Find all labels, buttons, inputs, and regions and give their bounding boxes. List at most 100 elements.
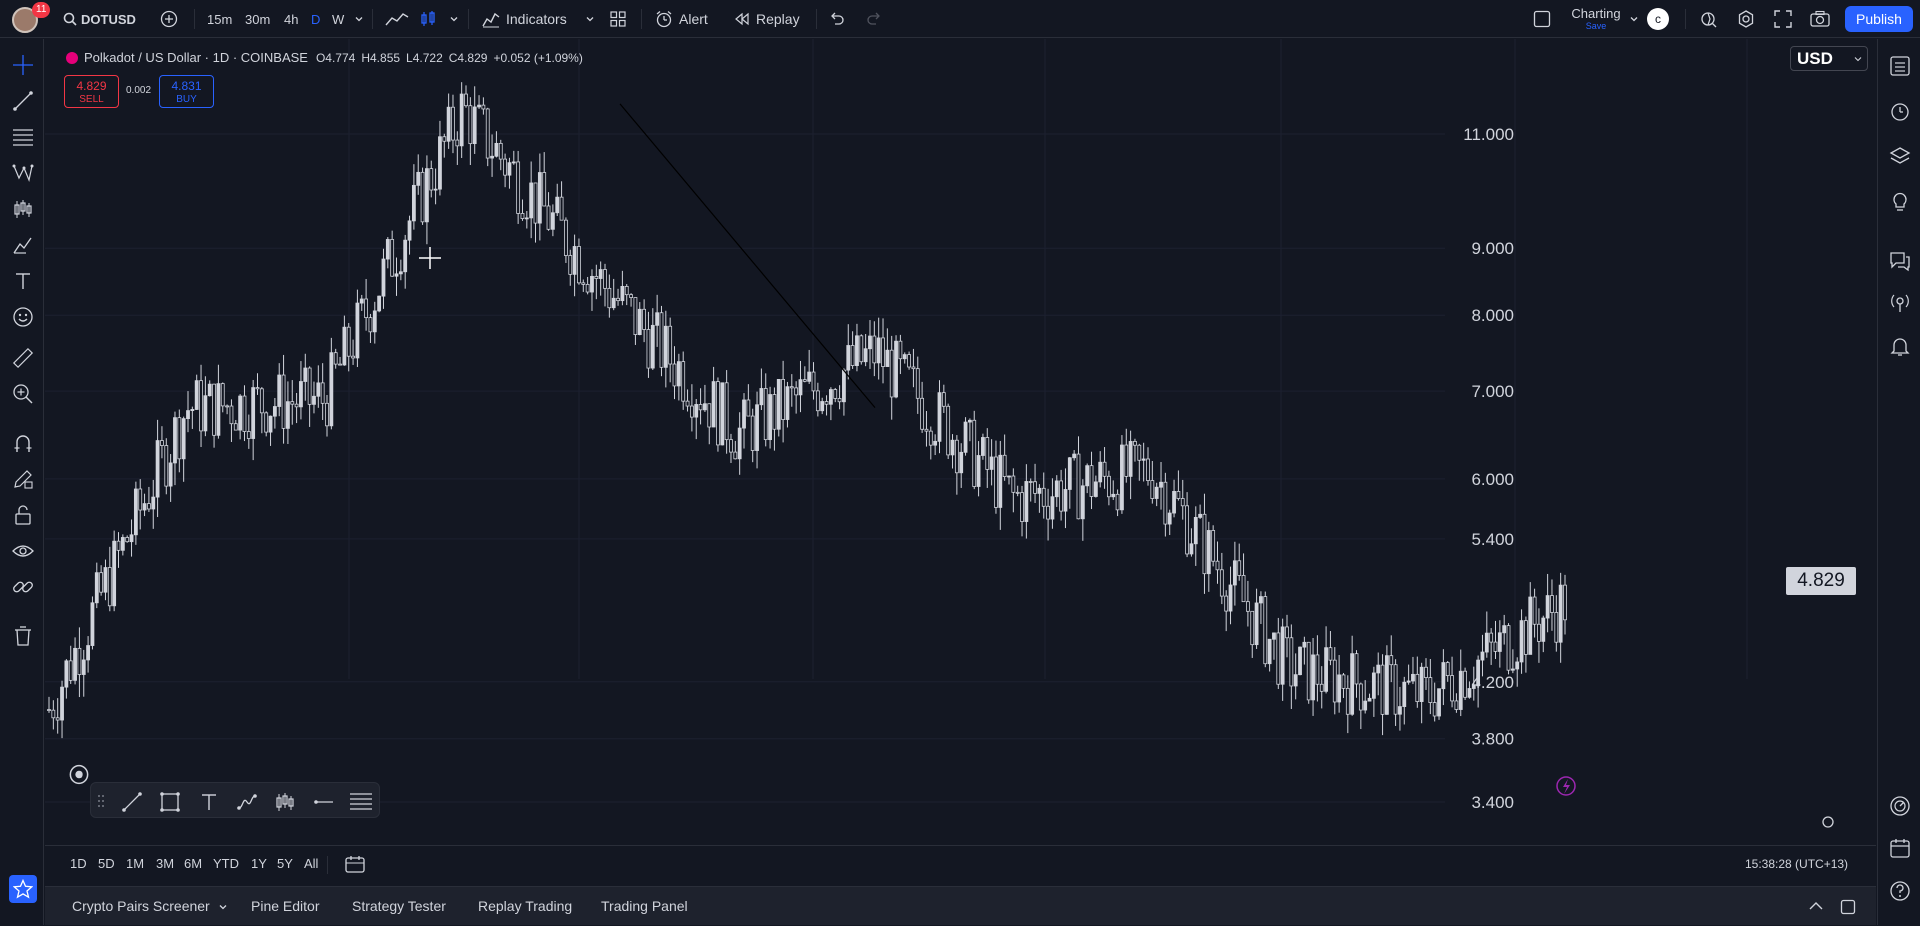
data-window-button[interactable]	[1886, 792, 1914, 820]
alert-button[interactable]: Alert	[655, 0, 708, 38]
tab-crypto-pairs-screener[interactable]: Crypto Pairs Screener	[72, 898, 210, 914]
calendar-icon	[1890, 839, 1910, 858]
lock-drawings-tool[interactable]	[10, 502, 36, 528]
zoom-in-tool[interactable]	[10, 381, 36, 407]
indicators-button[interactable]: Indicators	[482, 0, 567, 38]
candle-body	[1541, 617, 1546, 642]
range-6m[interactable]: 6M	[184, 856, 203, 871]
collapse-panel-icon[interactable]	[1808, 900, 1824, 912]
line-chart-button[interactable]	[385, 0, 409, 38]
layout-name-button[interactable]: Charting Save	[1566, 0, 1626, 38]
measure-tool[interactable]	[10, 345, 36, 371]
candles-tool-icon[interactable]	[274, 791, 296, 813]
publish-button[interactable]: Publish	[1845, 6, 1913, 32]
line-tool-icon[interactable]	[121, 791, 143, 813]
watchlist-button[interactable]	[1886, 52, 1914, 80]
snapshot-button[interactable]	[1810, 0, 1830, 38]
templates-button[interactable]	[610, 0, 626, 38]
tab-strategy-tester[interactable]: Strategy Tester	[352, 898, 446, 914]
help-button[interactable]	[1886, 877, 1914, 905]
layout-dropdown[interactable]	[1629, 0, 1639, 38]
drag-handle-icon[interactable]	[97, 793, 105, 809]
interval-dropdown[interactable]	[354, 0, 364, 38]
candle-body	[637, 308, 642, 335]
favorites-button[interactable]	[9, 875, 37, 903]
alerts-panel-button[interactable]	[1886, 97, 1914, 125]
range-ytd[interactable]: YTD	[213, 856, 239, 871]
range-1y[interactable]: 1Y	[251, 856, 267, 871]
candle-body	[611, 297, 616, 309]
hide-drawings-tool[interactable]	[10, 538, 36, 564]
currency-select[interactable]: USD	[1790, 46, 1868, 71]
link-tool[interactable]	[10, 574, 36, 600]
buy-button[interactable]: 4.831 BUY	[159, 75, 214, 108]
clock-display[interactable]: 15:38:28 (UTC+13)	[1745, 857, 1849, 871]
chart-pane[interactable]: 11.000 9.000 8.000 7.000 6.000 5.400 4.200 3.80…	[45, 39, 1876, 844]
candle-body	[1510, 668, 1515, 671]
notifications-button[interactable]	[1886, 332, 1914, 360]
range-1m[interactable]: 1M	[126, 856, 145, 871]
interval-15m[interactable]: 15m	[207, 11, 233, 27]
pattern-tool[interactable]	[10, 160, 36, 186]
streams-button[interactable]	[1886, 289, 1914, 317]
interval-d[interactable]: D	[311, 11, 321, 27]
magnet-tool[interactable]	[10, 430, 36, 456]
calendar-button[interactable]	[1886, 834, 1914, 862]
interval-w[interactable]: W	[332, 11, 345, 27]
range-all[interactable]: All	[304, 856, 319, 871]
brush-tool[interactable]	[10, 232, 36, 258]
range-5y[interactable]: 5Y	[277, 856, 293, 871]
stay-in-drawing-tool[interactable]	[10, 466, 36, 492]
fullscreen-button[interactable]	[1774, 0, 1792, 38]
range-5d[interactable]: 5D	[98, 856, 115, 871]
text-tool-icon[interactable]	[198, 791, 220, 813]
tab-pine-editor[interactable]: Pine Editor	[251, 898, 320, 914]
candle-body	[859, 335, 864, 363]
tab-replay-trading[interactable]: Replay Trading	[478, 898, 573, 914]
interval-4h[interactable]: 4h	[284, 11, 299, 27]
user-layout-avatar[interactable]: c	[1647, 0, 1669, 38]
path-tool-icon[interactable]	[236, 791, 258, 813]
candle-body	[316, 382, 321, 397]
rectangle-tool-icon[interactable]	[159, 791, 181, 813]
sell-button[interactable]: 4.829 SELL	[64, 75, 119, 108]
compare-button[interactable]	[160, 0, 178, 38]
chevron-down-icon[interactable]	[218, 902, 228, 912]
settings-button[interactable]	[1737, 0, 1755, 38]
text-tool[interactable]	[10, 268, 36, 294]
chats-button[interactable]	[1886, 247, 1914, 275]
candle-body	[863, 348, 868, 363]
range-3m[interactable]: 3M	[156, 856, 175, 871]
remove-drawings-tool[interactable]	[10, 623, 36, 649]
quick-search-button[interactable]	[1700, 0, 1718, 38]
interval-30m[interactable]: 30m	[245, 11, 271, 27]
candles-chart-button[interactable]	[419, 0, 437, 38]
undo-button[interactable]	[829, 0, 845, 38]
candle-body	[1415, 673, 1420, 702]
candle-body	[1093, 481, 1098, 497]
indicators-dropdown[interactable]	[585, 0, 595, 38]
range-1d[interactable]: 1D	[70, 856, 87, 871]
emoji-tool[interactable]	[10, 304, 36, 330]
object-tree-button[interactable]	[1886, 142, 1914, 170]
grid-icon	[610, 11, 626, 27]
ideas-button[interactable]	[1886, 187, 1914, 215]
forecasting-tool[interactable]	[10, 196, 36, 222]
symbol-search[interactable]: DOTUSD	[63, 0, 136, 38]
price-chart[interactable]: 11.000 9.000 8.000 7.000 6.000 5.400 4.200 3.80…	[45, 39, 1876, 844]
candle-body	[607, 287, 612, 309]
symbol-title[interactable]: Polkadot / US Dollar · 1D · COINBASE	[84, 50, 308, 65]
redo-button[interactable]	[866, 0, 882, 38]
chart-type-dropdown[interactable]	[449, 0, 459, 38]
replay-button[interactable]: Replay	[734, 0, 800, 38]
crosshair-tool[interactable]	[10, 52, 36, 78]
fib-retracement-tool[interactable]	[10, 124, 36, 150]
candle-body	[920, 397, 925, 430]
fib-lines-icon[interactable]	[349, 791, 373, 813]
tab-trading-panel[interactable]: Trading Panel	[601, 898, 688, 914]
trend-line-tool[interactable]	[10, 88, 36, 114]
horizontal-ray-icon[interactable]	[312, 791, 334, 813]
layout-checkbox[interactable]	[1533, 0, 1551, 38]
goto-date-icon[interactable]	[345, 855, 365, 873]
maximize-panel-icon[interactable]	[1840, 899, 1856, 915]
